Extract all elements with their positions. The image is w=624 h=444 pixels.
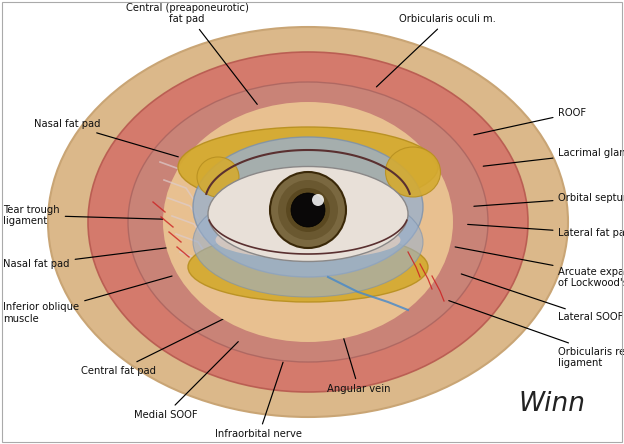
Text: Medial SOOF: Medial SOOF [134,341,238,420]
Ellipse shape [88,52,528,392]
Circle shape [270,172,346,248]
Text: Orbicularis oculi m.: Orbicularis oculi m. [376,14,496,87]
Text: Central fat pad: Central fat pad [81,317,228,376]
Ellipse shape [208,166,408,262]
Ellipse shape [215,221,401,259]
Circle shape [312,194,324,206]
Ellipse shape [178,127,438,207]
Ellipse shape [48,27,568,417]
Circle shape [286,188,330,232]
Ellipse shape [386,147,441,197]
Ellipse shape [128,82,488,362]
Ellipse shape [193,137,423,277]
Text: Winn: Winn [519,391,586,417]
Text: Nasal fat pad: Nasal fat pad [3,247,175,269]
Text: Tear trough
ligament: Tear trough ligament [3,205,182,226]
Text: Lateral fat pad: Lateral fat pad [467,224,624,238]
Text: Inferior oblique
muscle: Inferior oblique muscle [3,276,172,324]
Text: Angular vein: Angular vein [327,329,391,394]
Text: Central (preaponeurotic)
fat pad: Central (preaponeurotic) fat pad [126,3,257,104]
Text: ROOF: ROOF [474,108,587,135]
Circle shape [291,193,325,227]
Circle shape [278,180,338,240]
Text: Infraorbital nerve: Infraorbital nerve [215,362,303,440]
Ellipse shape [188,232,428,302]
Ellipse shape [197,157,239,197]
Ellipse shape [193,187,423,297]
Text: Orbicularis retaining
ligament: Orbicularis retaining ligament [449,301,624,368]
Text: Nasal fat pad: Nasal fat pad [34,119,178,157]
Ellipse shape [163,102,453,342]
Text: Arcuate expansion
of Lockwood's ligament: Arcuate expansion of Lockwood's ligament [455,247,624,288]
Text: Orbital septum: Orbital septum [474,193,624,206]
Text: Lacrimal gland: Lacrimal gland [483,148,624,166]
Text: Lateral SOOF: Lateral SOOF [461,274,624,322]
